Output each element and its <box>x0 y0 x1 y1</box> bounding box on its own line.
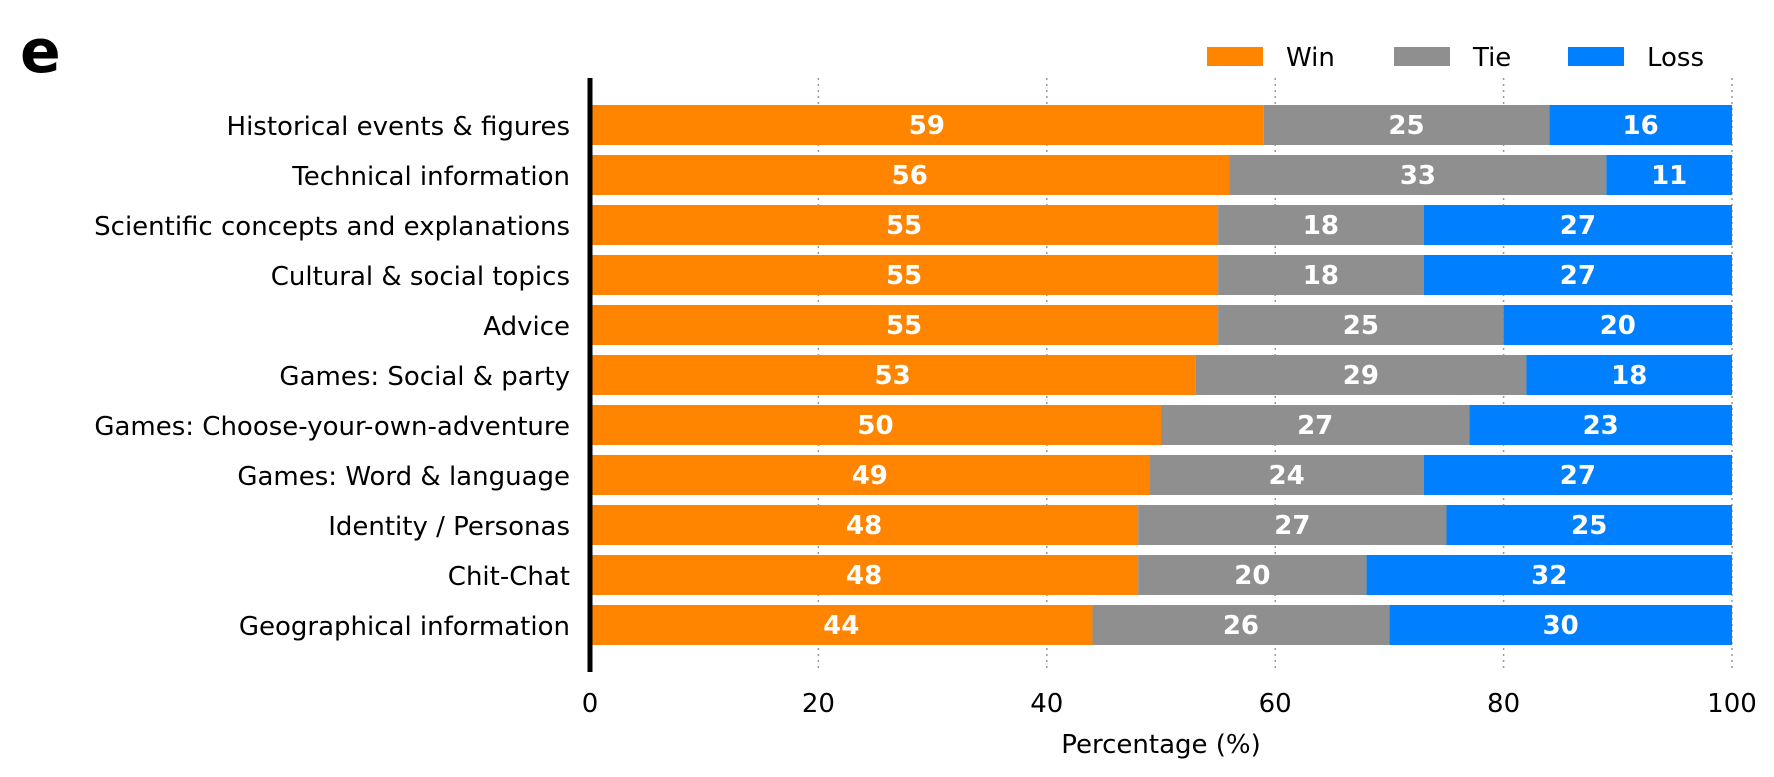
bar-loss <box>1423 455 1732 495</box>
value-label-tie: 29 <box>1343 361 1379 391</box>
value-label-tie: 27 <box>1297 411 1333 441</box>
bar-win <box>590 555 1139 595</box>
bar-loss <box>1423 255 1732 295</box>
category-label: Advice <box>483 312 570 342</box>
value-label-win: 48 <box>846 561 882 591</box>
value-label-win: 44 <box>823 611 859 641</box>
legend-label-win: Win <box>1286 43 1335 73</box>
value-label-loss: 27 <box>1560 261 1596 291</box>
value-label-tie: 33 <box>1400 161 1436 191</box>
bar-tie <box>1161 405 1470 445</box>
value-label-win: 59 <box>909 111 945 141</box>
category-label: Cultural & social topics <box>271 262 570 292</box>
x-tick-label: 80 <box>1487 689 1520 719</box>
bar-win <box>590 355 1196 395</box>
bar-win <box>590 505 1139 545</box>
value-label-loss: 18 <box>1611 361 1647 391</box>
value-label-loss: 11 <box>1651 161 1687 191</box>
bar-loss <box>1526 355 1732 395</box>
bars: 59 25 16 56 33 11 55 18 27 55 18 27 55 25 20 53 29 18 50 27… <box>590 105 1732 645</box>
value-label-win: 48 <box>846 511 882 541</box>
bar-win <box>590 405 1161 445</box>
value-label-loss: 27 <box>1560 461 1596 491</box>
bar-loss <box>1469 405 1732 445</box>
value-label-tie: 20 <box>1234 561 1270 591</box>
category-label: Games: Word & language <box>237 462 570 492</box>
value-label-tie: 18 <box>1303 261 1339 291</box>
bar-win <box>590 255 1219 295</box>
value-label-win: 49 <box>852 461 888 491</box>
legend-label-loss: Loss <box>1647 43 1704 73</box>
x-tick-label: 60 <box>1259 689 1292 719</box>
value-label-tie: 27 <box>1274 511 1310 541</box>
value-label-loss: 20 <box>1600 311 1636 341</box>
value-label-win: 50 <box>857 411 893 441</box>
category-labels: Historical events & figures Technical inf… <box>94 112 570 642</box>
value-label-tie: 26 <box>1223 611 1259 641</box>
value-label-loss: 25 <box>1571 511 1607 541</box>
value-label-tie: 18 <box>1303 211 1339 241</box>
x-tick-label: 0 <box>582 689 599 719</box>
value-label-win: 55 <box>886 261 922 291</box>
bar-loss <box>1606 155 1732 195</box>
bar-win <box>590 105 1264 145</box>
value-label-win: 55 <box>886 311 922 341</box>
bar-loss <box>1549 105 1732 145</box>
value-label-loss: 32 <box>1531 561 1567 591</box>
value-label-loss: 16 <box>1623 111 1659 141</box>
bar-win <box>590 205 1219 245</box>
category-label: Technical information <box>291 162 570 192</box>
x-tick-label: 20 <box>802 689 835 719</box>
bar-win <box>590 605 1093 645</box>
value-label-tie: 24 <box>1269 461 1305 491</box>
bar-tie <box>1218 255 1424 295</box>
bar-tie <box>1092 605 1390 645</box>
bar-tie <box>1218 205 1424 245</box>
bar-loss <box>1366 555 1732 595</box>
value-label-loss: 23 <box>1583 411 1619 441</box>
bar-win <box>590 305 1219 345</box>
legend: Win Tie Loss <box>1207 43 1704 73</box>
value-label-loss: 27 <box>1560 211 1596 241</box>
legend-swatch-tie <box>1394 47 1450 66</box>
legend-swatch-win <box>1207 47 1263 66</box>
panel-letter: e <box>20 17 61 87</box>
x-tick-label: 100 <box>1707 689 1757 719</box>
x-tick-label: 40 <box>1030 689 1063 719</box>
category-label: Chit-Chat <box>448 562 570 592</box>
bar-loss <box>1503 305 1732 345</box>
bar-loss <box>1446 505 1732 545</box>
value-label-win: 56 <box>892 161 928 191</box>
legend-label-tie: Tie <box>1472 43 1511 73</box>
category-label: Games: Choose-your-own-adventure <box>94 412 570 442</box>
x-axis-title: Percentage (%) <box>1061 730 1261 760</box>
value-label-tie: 25 <box>1388 111 1424 141</box>
category-label: Scientific concepts and explanations <box>94 212 570 242</box>
bar-tie <box>1138 505 1447 545</box>
bar-tie <box>1138 555 1367 595</box>
bar-win <box>590 155 1230 195</box>
bar-loss <box>1389 605 1732 645</box>
bar-win <box>590 455 1150 495</box>
value-label-loss: 30 <box>1543 611 1579 641</box>
category-label: Games: Social & party <box>279 362 570 392</box>
value-label-win: 55 <box>886 211 922 241</box>
value-label-win: 53 <box>875 361 911 391</box>
bar-tie <box>1263 105 1550 145</box>
bar-tie <box>1149 455 1424 495</box>
bar-tie <box>1195 355 1527 395</box>
bar-tie <box>1229 155 1607 195</box>
x-axis-ticks: 0 20 40 60 80 100 <box>582 689 1757 719</box>
category-label: Identity / Personas <box>328 512 570 542</box>
bar-tie <box>1218 305 1504 345</box>
bar-loss <box>1423 205 1732 245</box>
legend-swatch-loss <box>1568 47 1624 66</box>
value-label-tie: 25 <box>1343 311 1379 341</box>
category-label: Historical events & figures <box>227 112 570 142</box>
category-label: Geographical information <box>239 612 570 642</box>
